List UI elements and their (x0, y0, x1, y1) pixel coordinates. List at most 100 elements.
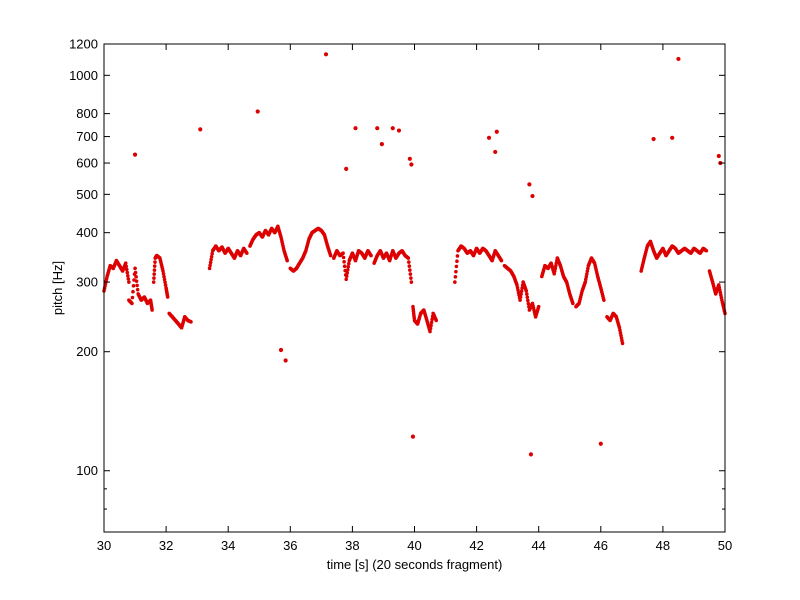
pitch-point (134, 279, 139, 283)
pitch-point (163, 283, 168, 287)
outlier-point (255, 109, 260, 114)
pitch-point (518, 298, 522, 302)
pitch-point (620, 341, 625, 346)
plot-area (102, 52, 727, 457)
outlier-point (598, 441, 603, 446)
axis-ticks: 30 32 34 36 38 40 42 44 46 48 50 100 200 300 400 500 600… (69, 37, 732, 554)
outlier-point (651, 136, 656, 142)
x-tick-label: 48 (656, 538, 670, 553)
y-tick-label: 700 (76, 129, 98, 144)
pitch-point (342, 260, 346, 264)
pitch-point (519, 289, 524, 293)
pitch-point (209, 254, 214, 259)
y-tick-label: 500 (76, 187, 98, 202)
pitch-point (133, 266, 137, 271)
x-tick-label: 38 (345, 538, 359, 553)
pitch-point (126, 273, 130, 278)
pitch-point (407, 264, 412, 268)
pitch-point (454, 269, 458, 274)
outlier-point (493, 149, 498, 155)
pitch-point (454, 264, 459, 269)
outlier-point (390, 126, 395, 131)
pitch-point (163, 280, 167, 285)
pitch-point (428, 326, 433, 331)
pitch-point (162, 274, 166, 279)
x-axis-label: time [s] (20 seconds fragment) (327, 557, 503, 572)
pitch-point (453, 275, 458, 279)
x-tick-label: 32 (159, 538, 173, 553)
pitch-point (165, 295, 170, 299)
pitch-point (152, 264, 157, 268)
outlier-point (527, 182, 532, 187)
pitch-point (344, 274, 349, 278)
outlier-point (323, 52, 329, 57)
pitch-point (519, 292, 523, 296)
pitch-point (429, 323, 433, 328)
pitch-point (345, 271, 350, 275)
outlier-point (494, 129, 499, 134)
outlier-point (379, 141, 384, 147)
pitch-point (162, 277, 167, 282)
outlier-point (528, 452, 534, 457)
outlier-point (486, 135, 492, 140)
outlier-point (410, 434, 416, 439)
outlier-point (198, 127, 203, 132)
y-tick-label: 200 (76, 344, 98, 359)
outlier-point (676, 56, 681, 62)
pitch-point (209, 257, 213, 262)
pitch-point (428, 329, 432, 334)
outlier-point (530, 193, 535, 199)
pitch-point (328, 253, 333, 258)
x-tick-label: 30 (97, 538, 111, 553)
pitch-point (151, 280, 156, 284)
outlier-point (353, 126, 358, 131)
pitch-point (123, 261, 128, 265)
pitch-point (135, 283, 139, 288)
y-tick-label: 100 (76, 463, 98, 478)
pitch-point (524, 289, 529, 293)
pitch-point (342, 264, 347, 269)
pitch-point (124, 267, 129, 272)
axes-frame (103, 43, 726, 533)
pitch-point (161, 272, 166, 276)
pitch-point (409, 276, 413, 280)
pitch-point (406, 256, 411, 260)
x-tick-label: 46 (594, 538, 608, 553)
outlier-point (409, 162, 414, 167)
x-tick-label: 44 (531, 538, 545, 553)
pitch-point (585, 269, 590, 273)
pitch-point (520, 286, 524, 290)
pitch-point (152, 272, 156, 276)
pitch-point (127, 280, 131, 284)
pitch-point (161, 269, 165, 273)
pitch-point (526, 298, 530, 303)
pitch-point (583, 280, 588, 284)
pitch-point (210, 251, 214, 256)
pitch-point (583, 277, 588, 282)
pitch-point (153, 260, 157, 264)
pitch-point (455, 254, 460, 258)
outlier-point (396, 128, 402, 133)
pitch-point (453, 280, 457, 284)
pitch-point (131, 289, 135, 294)
pitch-point (344, 277, 348, 282)
outlier-point (716, 153, 721, 159)
pitch-point (499, 258, 504, 263)
pitch-point (131, 284, 136, 288)
outlier-point (344, 166, 349, 171)
pitch-point (245, 251, 249, 255)
pitch-point (285, 258, 289, 263)
pitch-point (536, 304, 541, 309)
x-tick-label: 36 (283, 538, 297, 553)
pitch-point (341, 251, 345, 255)
pitch-point (125, 270, 130, 275)
x-tick-label: 42 (469, 538, 483, 553)
pitch-point (602, 298, 606, 302)
y-axis-label: pitch [Hz] (50, 261, 65, 315)
outlier-point (132, 152, 138, 157)
pitch-point (408, 268, 412, 272)
pitch-point (345, 268, 350, 272)
y-tick-label: 800 (76, 106, 98, 121)
y-tick-label: 300 (76, 275, 98, 290)
